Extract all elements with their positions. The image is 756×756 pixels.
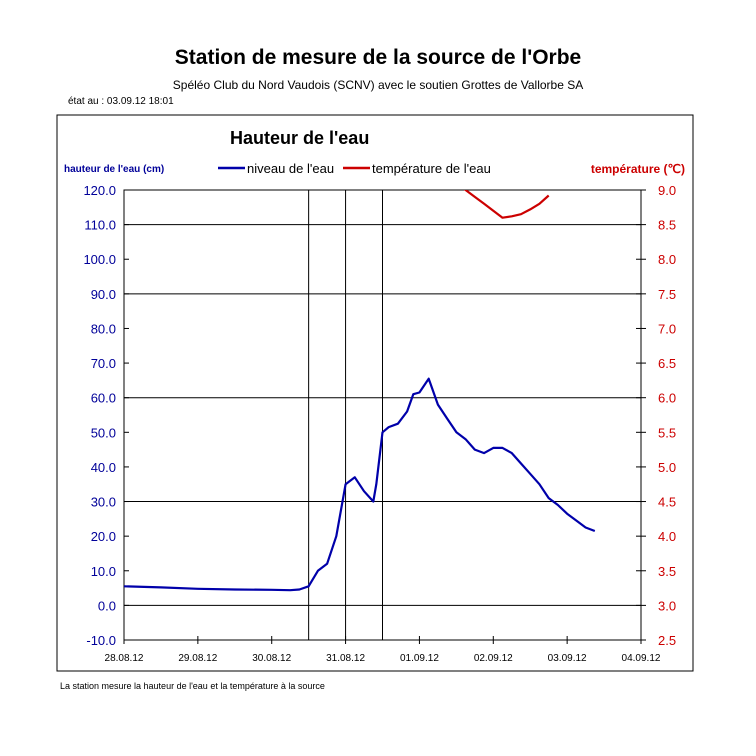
- y-axis: 120.0 110.0 100.0 90.0 80.0 70.0 60.0 50.0 40.0 3…: [83, 183, 129, 648]
- x-tick-label: 01.09.12: [400, 653, 439, 664]
- y-tick-label: 60.0: [91, 391, 116, 406]
- y2-tick-label: 6.0: [658, 391, 676, 406]
- x-tick-label: 03.09.12: [548, 653, 587, 664]
- y2-tick-label: 4.5: [658, 495, 676, 510]
- y-tick-label: 0.0: [98, 598, 116, 613]
- page-title: Station de mesure de la source de l'Orbe: [174, 46, 582, 69]
- y2-tick-label: 8.5: [658, 218, 676, 233]
- series-line-level: [124, 377, 596, 592]
- y2-tick-label: 7.5: [658, 287, 676, 302]
- legend-label-level: niveau de l'eau: [247, 161, 334, 176]
- y2-axis-label: température (℃): [591, 162, 685, 176]
- x-tick-label: 31.08.12: [326, 653, 365, 664]
- y2-tick-label: 3.0: [658, 598, 676, 613]
- y2-tick-label: 2.5: [658, 633, 676, 648]
- y-tick-label: 50.0: [91, 425, 116, 440]
- y2-tick-label: 5.0: [658, 460, 676, 475]
- x-tick-label: 28.08.12: [105, 653, 144, 664]
- plot-area-border: [123, 189, 642, 641]
- y2-tick-label: 7.0: [658, 321, 676, 336]
- y2-axis: 9.0 8.5 8.0 7.5 7.0 6.5 6.0 5.5 5.0 4.5 4.0 3.5 3.0 2…: [636, 183, 676, 648]
- page-subtitle: Spéléo Club du Nord Vaudois (SCNV) avec …: [172, 78, 584, 92]
- y-tick-label: 30.0: [91, 495, 116, 510]
- y2-tick-label: 4.0: [658, 529, 676, 544]
- y2-tick-label: 6.5: [658, 356, 676, 371]
- y-tick-label: 40.0: [91, 460, 116, 475]
- y2-tick-label: 9.0: [658, 183, 676, 198]
- footer-note: La station mesure la hauteur de l'eau et…: [60, 681, 325, 691]
- y-tick-label: 90.0: [91, 287, 116, 302]
- legend-label-temperature: température de l'eau: [372, 161, 491, 176]
- x-tick-label: 02.09.12: [474, 653, 513, 664]
- x-tick-label: 30.08.12: [252, 653, 291, 664]
- legend: niveau de l'eau température de l'eau: [218, 161, 491, 176]
- y-tick-label: 10.0: [91, 564, 116, 579]
- y-tick-label: 120.0: [83, 183, 116, 198]
- y-tick-label: -10.0: [86, 633, 116, 648]
- y2-tick-label: 3.5: [658, 564, 676, 579]
- chart-title: Hauteur de l'eau: [230, 128, 369, 148]
- chart-frame: [56, 114, 694, 672]
- series: [124, 190, 596, 592]
- y2-tick-label: 5.5: [658, 425, 676, 440]
- y-tick-label: 70.0: [91, 356, 116, 371]
- x-axis: 28.08.12 29.08.12 30.08.12 31.08.12 01.09.12…: [105, 636, 661, 664]
- y-tick-label: 20.0: [91, 529, 116, 544]
- y-tick-label: 110.0: [84, 218, 116, 233]
- status-timestamp: état au : 03.09.12 18:01: [68, 96, 174, 107]
- x-tick-label: 29.08.12: [178, 653, 217, 664]
- series-line-temperature: [463, 190, 550, 219]
- y2-tick-label: 8.0: [658, 252, 676, 267]
- y-axis-label: hauteur de l'eau (cm): [64, 164, 164, 175]
- y-tick-label: 100.0: [83, 252, 116, 267]
- vertical-markers: [308, 190, 383, 640]
- y-tick-label: 80.0: [91, 321, 116, 336]
- x-tick-label: 04.09.12: [622, 653, 661, 664]
